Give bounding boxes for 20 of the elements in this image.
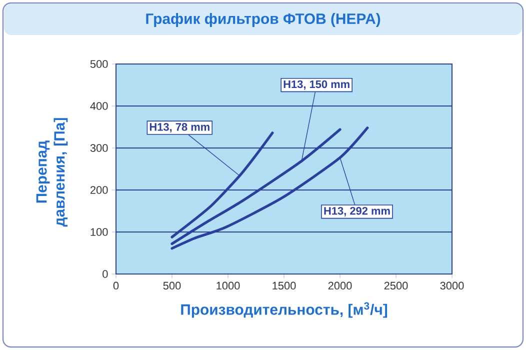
x-axis-title: Производительность, [м$^{3}$/ч]: [181, 302, 388, 318]
x-tick-label: 0: [113, 282, 119, 290]
x-tick-label: 500: [163, 282, 181, 290]
y-tick-label: 500: [90, 60, 108, 68]
chart-title: График фильтров ФТОВ (HEPA): [146, 13, 380, 27]
x-tick-label: 2500: [384, 282, 408, 290]
y-tick-label: 100: [90, 228, 108, 236]
y-tick-label: 200: [90, 186, 108, 194]
text: H13, 78 mm: [150, 123, 210, 132]
text: H13, 292 mm: [324, 206, 390, 216]
line-series: [170, 132, 274, 238]
x-tick-label: 2000: [328, 282, 352, 290]
text: H13, 150 mm: [284, 80, 350, 90]
x-tick-label: 1500: [272, 282, 296, 290]
y-tick-label: 300: [90, 144, 108, 152]
y-axis-title: Перепад давления, [Па]: [36, 118, 68, 227]
x-tick-label: 3000: [440, 282, 464, 290]
x-tick-label: 1000: [216, 282, 240, 290]
y-tick-label: 0: [102, 270, 108, 278]
y-tick-label: 400: [90, 102, 108, 110]
